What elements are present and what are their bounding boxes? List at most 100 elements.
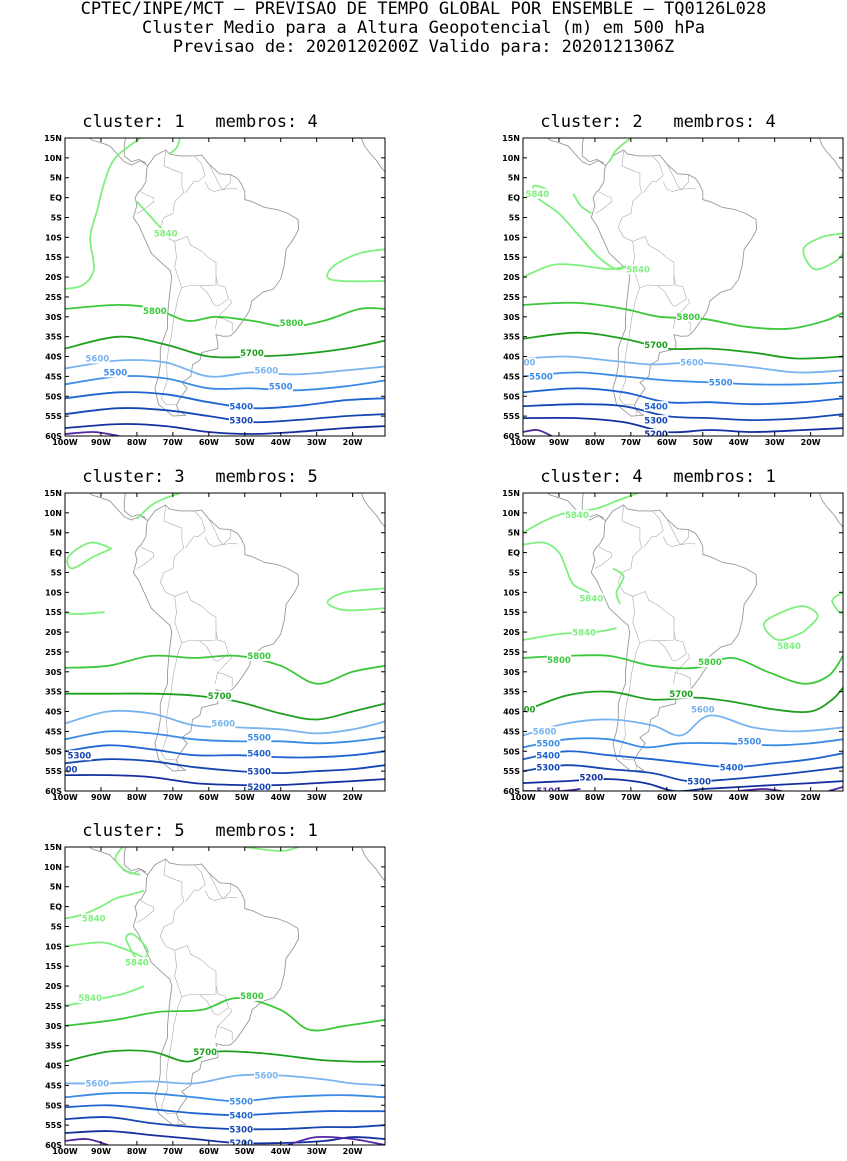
lon-label: 70W bbox=[621, 438, 641, 447]
lon-label: 90W bbox=[91, 1147, 111, 1156]
country-border bbox=[205, 891, 237, 901]
contour-label: 5600 bbox=[255, 367, 279, 377]
lat-label: 35S bbox=[45, 333, 62, 342]
isoline-5700 bbox=[65, 337, 385, 358]
lat-label: 45S bbox=[45, 1081, 62, 1090]
isoline-5200 bbox=[65, 775, 385, 785]
lat-label: 15S bbox=[503, 608, 520, 617]
panel-title: cluster: 5 membros: 1 bbox=[35, 821, 365, 841]
lon-label: 80W bbox=[127, 1147, 147, 1156]
lon-label: 50W bbox=[235, 438, 255, 447]
lon-label: 30W bbox=[765, 438, 785, 447]
lat-label: 15N bbox=[502, 489, 520, 498]
contour-label: 5200 bbox=[247, 783, 271, 793]
country-border bbox=[205, 537, 237, 547]
lat-label: 15N bbox=[44, 843, 62, 852]
contour-label: 5840 bbox=[154, 230, 178, 240]
lat-label: 45S bbox=[45, 372, 62, 381]
lat-label: 10N bbox=[502, 509, 520, 518]
contour-label: 5600 bbox=[255, 1072, 279, 1082]
isoline-5800 bbox=[65, 998, 385, 1031]
isoline-5840 bbox=[803, 233, 843, 269]
isoline-5840 bbox=[245, 847, 299, 851]
contour-label: 700 bbox=[518, 706, 536, 716]
lat-label: 10N bbox=[44, 863, 62, 872]
lat-label: 20S bbox=[45, 273, 62, 282]
header-title: CPTEC/INPE/MCT — PREVISAO DE TEMPO GLOBA… bbox=[0, 0, 847, 19]
coastline-africa bbox=[362, 139, 385, 172]
contour-label: 5500 bbox=[709, 379, 733, 389]
lon-label: 80W bbox=[585, 793, 605, 802]
country-border bbox=[658, 631, 687, 661]
isoline-5800 bbox=[65, 656, 385, 684]
lon-label: 40W bbox=[729, 438, 749, 447]
lat-label: 10S bbox=[45, 942, 62, 951]
lat-label: 40S bbox=[503, 708, 520, 717]
lat-label: 50S bbox=[45, 747, 62, 756]
lat-label: 40S bbox=[45, 708, 62, 717]
country-border bbox=[663, 182, 695, 192]
panel-title: cluster: 3 membros: 5 bbox=[35, 467, 365, 487]
contour-label: 5600 bbox=[211, 720, 235, 730]
country-border bbox=[217, 318, 232, 332]
isoline-5840 bbox=[137, 493, 180, 519]
contour-label: 5300 bbox=[687, 777, 711, 787]
contour-label: 600 bbox=[518, 359, 536, 369]
contour-label: 5400 bbox=[720, 763, 744, 773]
coastline-africa bbox=[820, 494, 843, 527]
contour-label: 5840 bbox=[82, 915, 106, 925]
country-border bbox=[209, 873, 231, 899]
isoline-5300 bbox=[65, 408, 385, 422]
isoline-5600 bbox=[523, 715, 843, 735]
lon-label: 20W bbox=[343, 1147, 363, 1156]
lat-label: 10N bbox=[502, 154, 520, 163]
lon-label: 60W bbox=[199, 793, 219, 802]
contour-label: 5700 bbox=[669, 690, 693, 700]
isoline-5500 bbox=[523, 372, 843, 384]
country-border bbox=[633, 592, 674, 643]
lon-label: 70W bbox=[621, 793, 641, 802]
lon-label: 20W bbox=[343, 438, 363, 447]
lon-label: 40W bbox=[271, 438, 291, 447]
contour-label: 5500 bbox=[247, 734, 271, 744]
isoline-5400 bbox=[523, 388, 843, 404]
country-border bbox=[643, 511, 663, 548]
lat-label: 30S bbox=[45, 1022, 62, 1031]
lat-label: 25S bbox=[45, 648, 62, 657]
lat-label: 15N bbox=[44, 489, 62, 498]
lat-label: 20S bbox=[45, 628, 62, 637]
lon-label: 20W bbox=[801, 793, 821, 802]
contour-label: 5400 bbox=[229, 402, 253, 412]
lat-label: 30S bbox=[45, 668, 62, 677]
country-border bbox=[185, 156, 205, 193]
contour-label: 5800 bbox=[280, 319, 304, 329]
isoline-5300 bbox=[65, 759, 385, 773]
lon-label: 20W bbox=[801, 438, 821, 447]
country-border bbox=[160, 506, 183, 597]
lon-label: 30W bbox=[307, 793, 327, 802]
lat-label: 35S bbox=[503, 688, 520, 697]
lat-label: 50S bbox=[45, 392, 62, 401]
lat-label: 5N bbox=[508, 529, 520, 538]
contour-label: 5700 bbox=[644, 341, 668, 351]
lon-label: 60W bbox=[199, 438, 219, 447]
contour-label: 5300 bbox=[247, 767, 271, 777]
country-border bbox=[215, 654, 231, 684]
isoline-5500 bbox=[523, 738, 843, 747]
lat-label: 45S bbox=[503, 372, 520, 381]
isoline-5700 bbox=[65, 1050, 385, 1061]
isoline-5840 bbox=[523, 628, 617, 640]
lon-label: 60W bbox=[199, 1147, 219, 1156]
lat-label: 55S bbox=[45, 1121, 62, 1130]
lat-label: 40S bbox=[503, 353, 520, 362]
isoline-5840 bbox=[65, 986, 144, 1006]
coastline-caribbean bbox=[107, 483, 146, 518]
isoline-5400 bbox=[65, 392, 385, 408]
contour-label: 5800 bbox=[677, 313, 701, 323]
isoline-5400 bbox=[65, 745, 385, 757]
contour-label: 5600 bbox=[680, 359, 704, 369]
